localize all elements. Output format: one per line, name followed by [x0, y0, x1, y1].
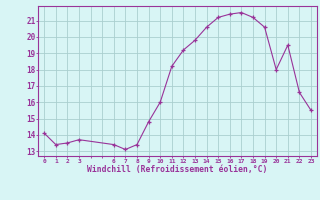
X-axis label: Windchill (Refroidissement éolien,°C): Windchill (Refroidissement éolien,°C): [87, 165, 268, 174]
